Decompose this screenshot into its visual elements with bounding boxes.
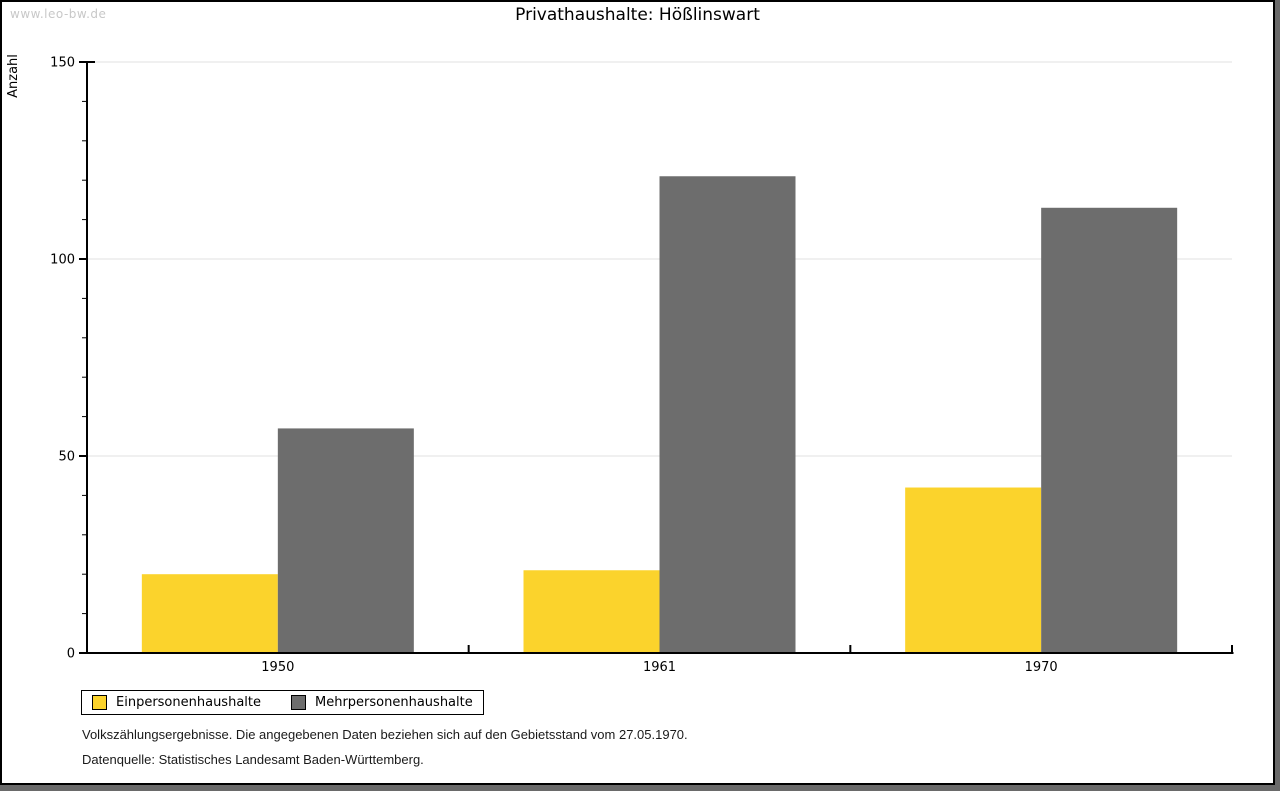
bar-1950-series1 <box>141 574 278 653</box>
legend-entry: Mehrpersonenhaushalte <box>291 695 473 710</box>
legend-swatch-icon <box>92 695 107 710</box>
x-tick-label: 1950 <box>261 660 294 675</box>
y-tick-label: 50 <box>58 450 75 465</box>
bar-1970-series2 <box>1041 207 1178 653</box>
bar-1970-series1 <box>905 487 1042 653</box>
x-tick-label: 1970 <box>1025 660 1058 675</box>
chart-legend: Einpersonenhaushalte Mehrpersonenhaushalt… <box>81 690 484 715</box>
y-tick-label: 100 <box>50 253 75 268</box>
legend-entry: Einpersonenhaushalte <box>92 695 261 710</box>
bar-1961-series2 <box>659 176 796 653</box>
legend-swatch-icon <box>291 695 306 710</box>
legend-label: Einpersonenhaushalte <box>116 695 261 710</box>
watermark: www.leo-bw.de <box>10 7 107 21</box>
y-tick-label: 0 <box>67 647 75 662</box>
bar-1961-series1 <box>523 570 660 653</box>
x-tick-label: 1961 <box>643 660 676 675</box>
legend-label: Mehrpersonenhaushalte <box>315 695 473 710</box>
page-title: Privathaushalte: Hößlinswart <box>515 5 760 25</box>
bar-1950-series2 <box>277 428 414 653</box>
y-tick-label: 150 <box>50 56 75 71</box>
footnote-source-note: Volkszählungsergebnisse. Die angegebenen… <box>82 727 688 742</box>
footnote-data-source: Datenquelle: Statistisches Landesamt Bad… <box>82 752 424 767</box>
